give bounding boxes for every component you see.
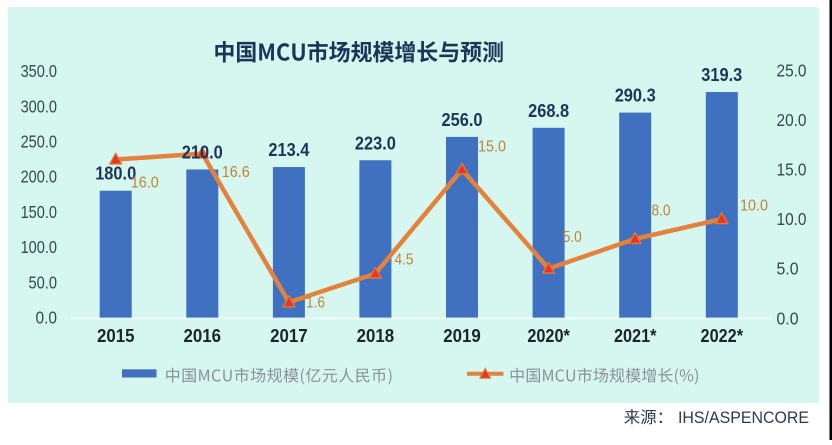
- svg-text:290.3: 290.3: [615, 86, 656, 106]
- svg-text:10.0: 10.0: [740, 198, 768, 215]
- svg-text:16.0: 16.0: [131, 175, 159, 192]
- svg-text:2018: 2018: [357, 325, 395, 346]
- svg-text:15.0: 15.0: [777, 160, 807, 180]
- svg-text:8.0: 8.0: [652, 203, 671, 220]
- svg-text:16.6: 16.6: [222, 164, 250, 181]
- svg-text:319.3: 319.3: [701, 65, 742, 85]
- svg-text:200.0: 200.0: [21, 167, 58, 187]
- svg-text:210.0: 210.0: [182, 143, 223, 163]
- svg-text:0.0: 0.0: [777, 308, 799, 328]
- svg-text:300.0: 300.0: [21, 96, 58, 116]
- svg-text:350.0: 350.0: [21, 61, 58, 81]
- svg-text:150.0: 150.0: [21, 202, 58, 222]
- svg-text:5.0: 5.0: [563, 229, 582, 246]
- svg-text:0.0: 0.0: [36, 308, 58, 328]
- svg-text:10.0: 10.0: [777, 209, 807, 229]
- svg-text:213.4: 213.4: [268, 140, 309, 160]
- svg-text:2016: 2016: [184, 325, 222, 346]
- svg-text:2021*: 2021*: [614, 325, 657, 346]
- svg-text:100.0: 100.0: [21, 237, 58, 257]
- svg-text:2015: 2015: [97, 325, 135, 346]
- svg-text:50.0: 50.0: [29, 272, 58, 292]
- svg-text:4.5: 4.5: [395, 252, 414, 269]
- svg-text:2020*: 2020*: [527, 325, 570, 346]
- svg-text:268.8: 268.8: [528, 101, 569, 121]
- svg-text:1.6: 1.6: [306, 295, 325, 312]
- svg-text:223.0: 223.0: [355, 133, 396, 153]
- svg-text:20.0: 20.0: [777, 110, 807, 130]
- svg-text:2019: 2019: [443, 325, 481, 346]
- svg-text:IHS/ASPENCORE: IHS/ASPENCORE: [678, 409, 809, 427]
- svg-text:256.0: 256.0: [442, 110, 483, 130]
- svg-text:2017: 2017: [270, 325, 308, 346]
- svg-text:15.0: 15.0: [478, 138, 506, 155]
- svg-text:2022*: 2022*: [701, 325, 744, 346]
- svg-text:25.0: 25.0: [777, 60, 807, 80]
- svg-text:5.0: 5.0: [777, 259, 799, 279]
- svg-text:250.0: 250.0: [21, 132, 58, 152]
